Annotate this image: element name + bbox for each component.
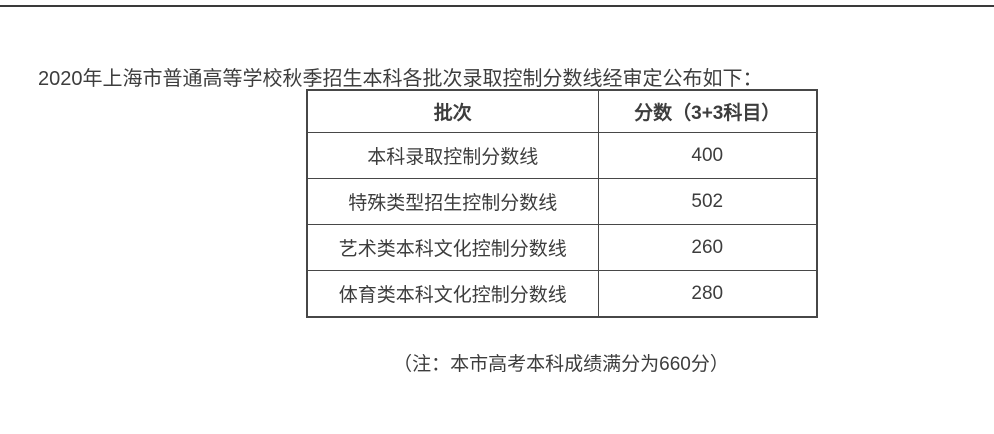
intro-text: 2020年上海市普通高等学校秋季招生本科各批次录取控制分数线经审定公布如下： (38, 68, 763, 90)
table-row: 艺术类本科文化控制分数线 260 (306, 224, 818, 271)
header-cell-batch: 批次 (306, 89, 599, 133)
score-line-table: 批次 分数（3+3科目） 本科录取控制分数线 400 特殊类型招生控制分数线 5… (306, 89, 818, 318)
header-cell-score: 分数（3+3科目） (597, 89, 818, 133)
table-row: 本科录取控制分数线 400 (306, 132, 818, 179)
table-row: 体育类本科文化控制分数线 280 (306, 270, 818, 318)
footnote-text: （注：本市高考本科成绩满分为660分） (393, 354, 729, 375)
score-cell: 400 (597, 132, 818, 179)
batch-cell: 体育类本科文化控制分数线 (306, 270, 599, 318)
table-row: 特殊类型招生控制分数线 502 (306, 178, 818, 225)
score-cell: 280 (597, 270, 818, 318)
table-header-row: 批次 分数（3+3科目） (306, 89, 818, 133)
batch-cell: 特殊类型招生控制分数线 (306, 178, 599, 225)
score-cell: 260 (597, 224, 818, 271)
batch-cell: 艺术类本科文化控制分数线 (306, 224, 599, 271)
batch-cell: 本科录取控制分数线 (306, 132, 599, 179)
score-cell: 502 (597, 178, 818, 225)
top-divider-rule (0, 5, 994, 7)
